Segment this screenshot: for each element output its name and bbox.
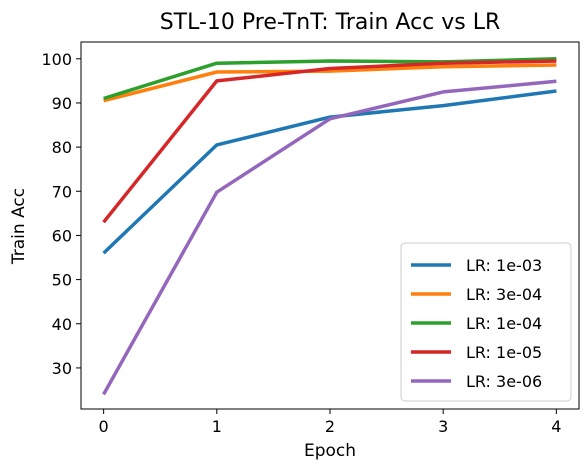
series-line-3 (102, 59, 557, 224)
series-line-1 (103, 63, 557, 103)
x-axis-label: Epoch (304, 441, 356, 461)
y-tick-label-5: 80 (52, 138, 72, 157)
y-axis-label: Train Acc (9, 188, 29, 265)
legend: LR: 1e-03 LR: 3e-04 LR: 1e-04 LR: 1e-05 LR: … (400, 242, 572, 402)
legend-label-0: LR: 1e-03 (466, 256, 542, 275)
legend-label-4: LR: 3e-06 (466, 372, 542, 391)
series-line-0 (102, 89, 557, 255)
plot-area: 0 1 2 3 4 30 40 50 60 70 80 90 100 (41, 41, 580, 436)
legend-label-3: LR: 1e-05 (466, 343, 542, 362)
y-tick-label-3: 60 (52, 226, 72, 245)
y-tick-label-7: 100 (41, 50, 72, 69)
legend-label-2: LR: 1e-04 (466, 314, 542, 333)
y-tick-label-1: 40 (52, 315, 72, 334)
x-tick-label-3: 3 (438, 417, 448, 436)
x-tick-label-0: 0 (99, 417, 109, 436)
series-line-4 (102, 79, 557, 396)
y-tick-label-0: 30 (52, 359, 72, 378)
legend-box (400, 242, 572, 402)
chart-title: STL-10 Pre-TnT: Train Acc vs LR (160, 10, 501, 35)
x-tick-label-2: 2 (325, 417, 335, 436)
y-tick-label-4: 70 (52, 182, 72, 201)
x-tick-label-4: 4 (551, 417, 561, 436)
legend-label-1: LR: 3e-04 (466, 285, 542, 304)
x-tick-label-1: 1 (212, 417, 222, 436)
y-tick-label-2: 50 (52, 271, 72, 290)
y-tick-label-6: 90 (52, 94, 72, 113)
